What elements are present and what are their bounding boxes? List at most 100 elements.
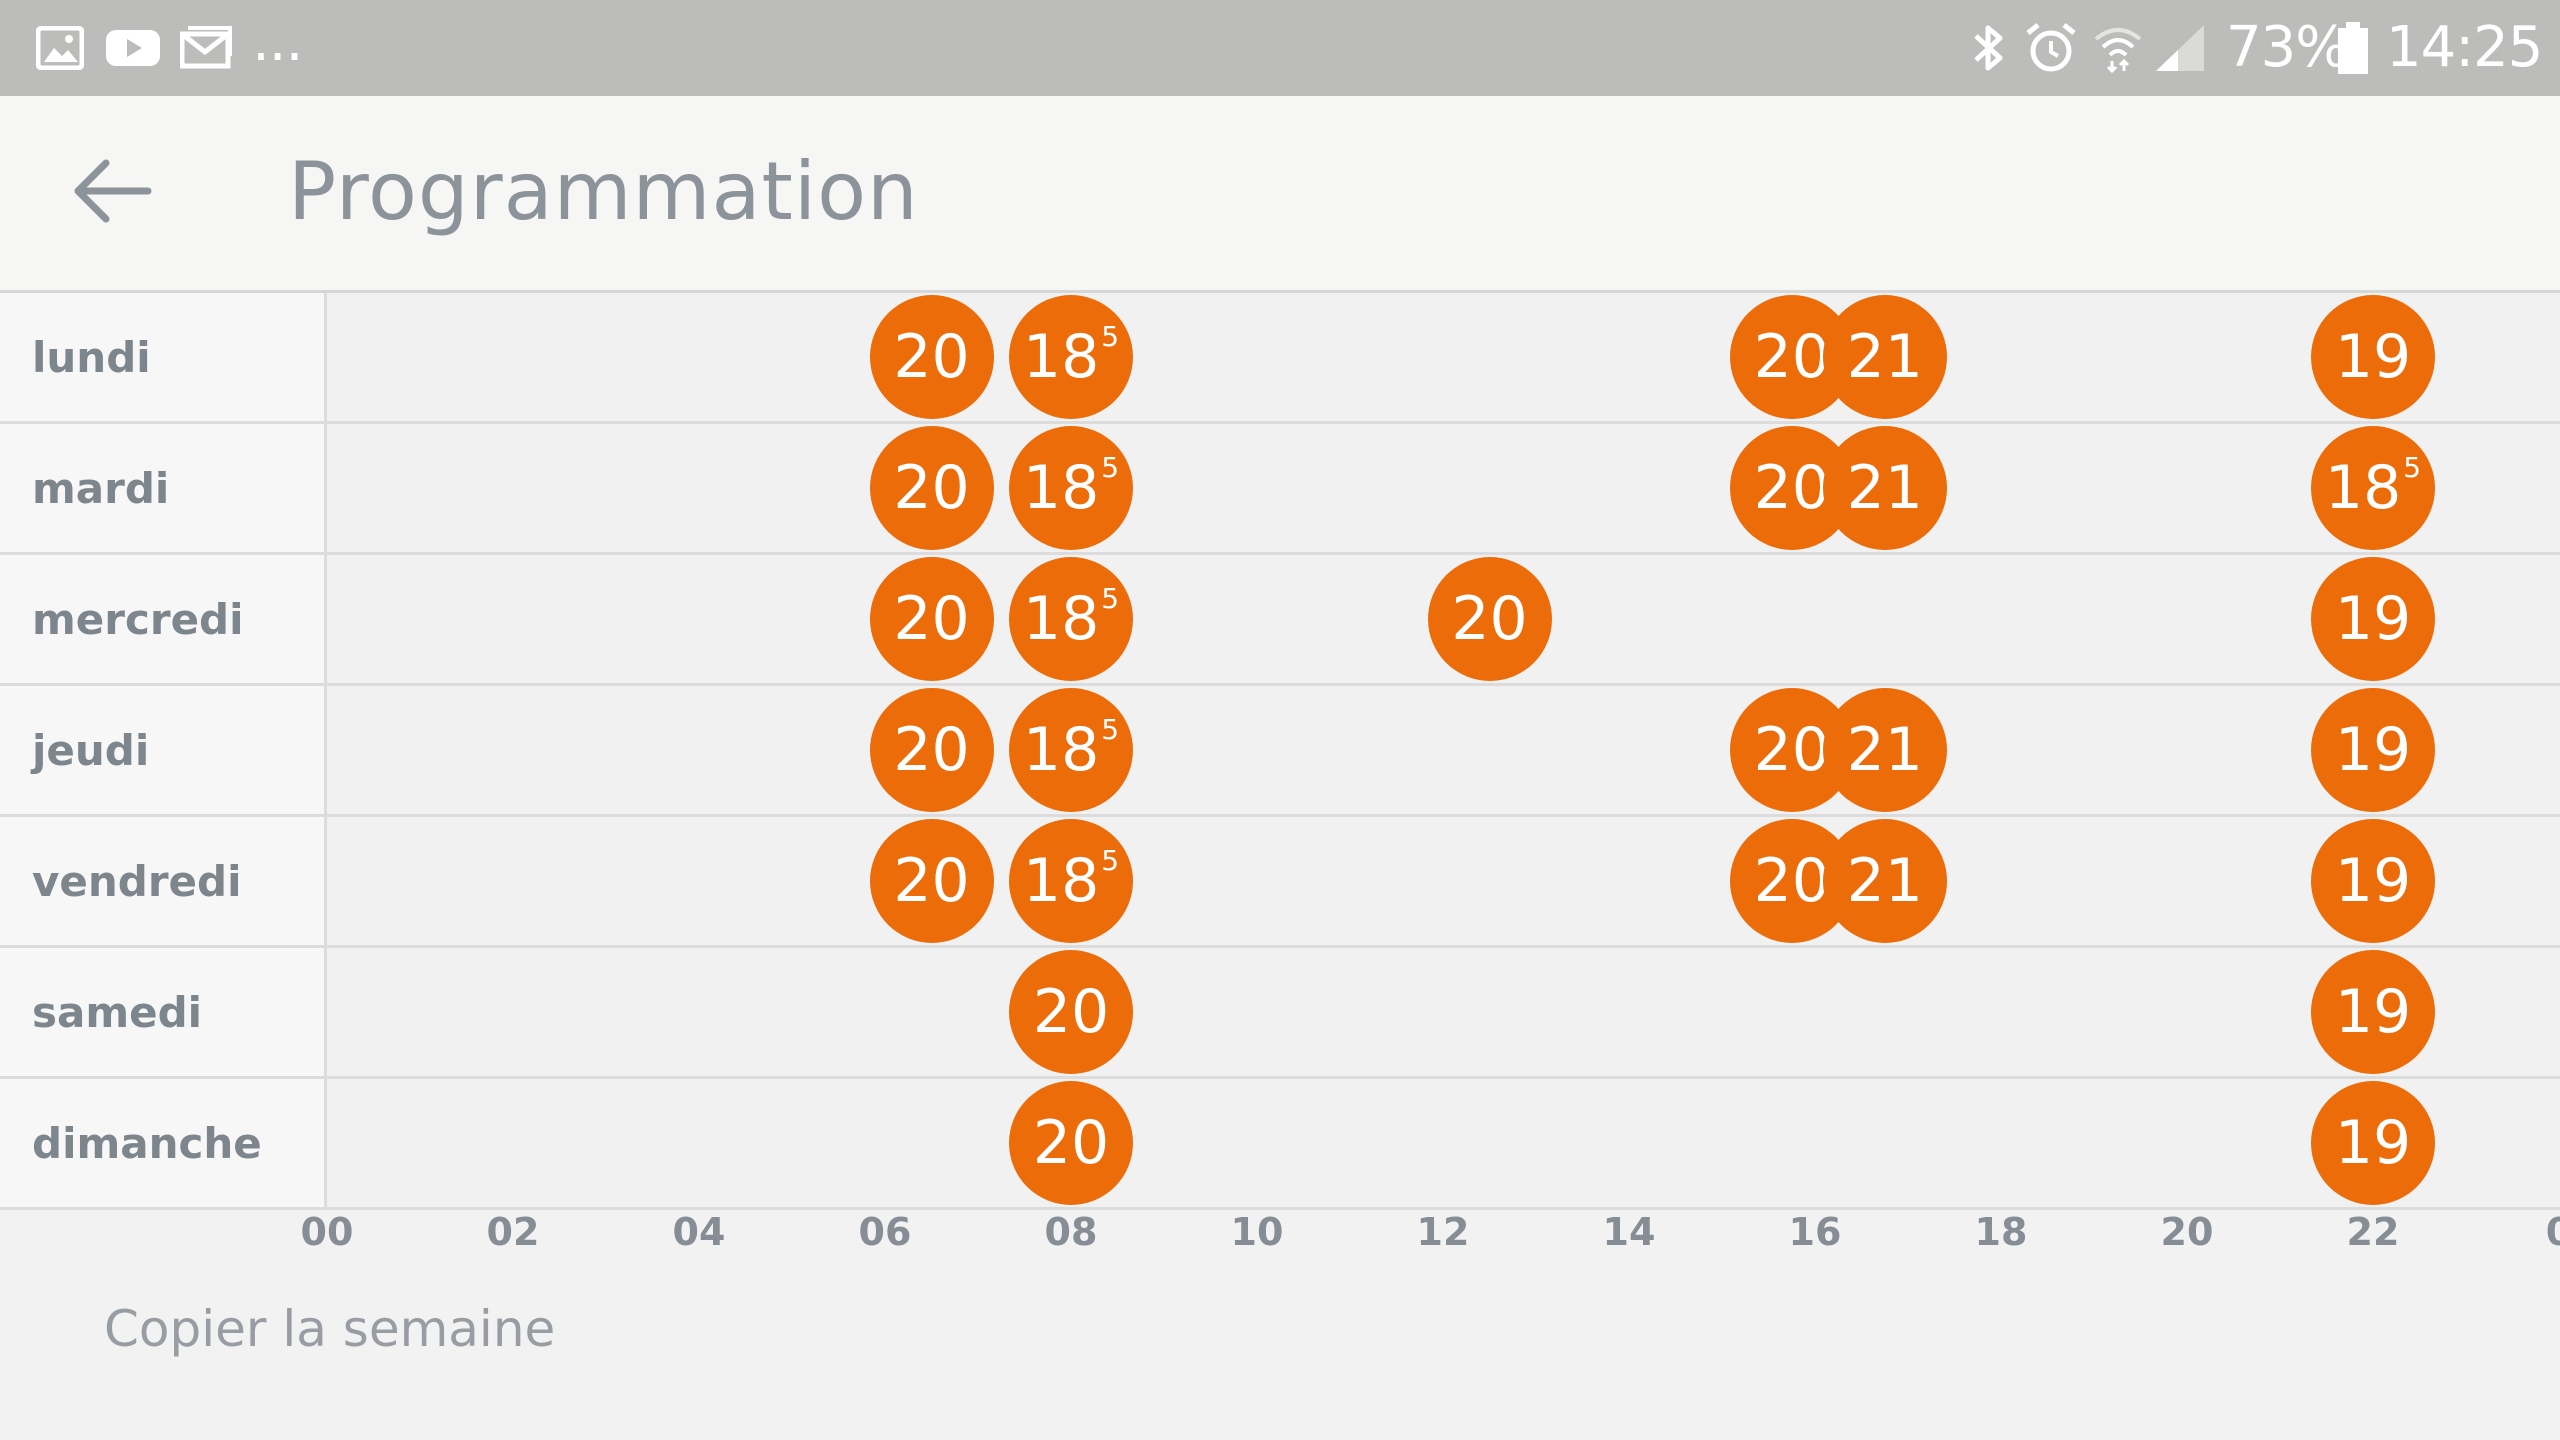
temperature-bubble[interactable]: 18 5 (1009, 426, 1133, 550)
day-timeline[interactable]: 20 18 5 20 21 19 (327, 817, 2560, 945)
copy-week-button[interactable]: Copier la semaine (104, 1300, 556, 1358)
day-row[interactable]: samedi 20 19 (0, 948, 2560, 1079)
hour-tick-label: 12 (1416, 1210, 1470, 1254)
temperature-value: 20 (893, 715, 970, 785)
temperature-value: 20 (1753, 453, 1830, 523)
temperature-decimal: 5 (1101, 713, 1120, 746)
day-label-text: vendredi (32, 856, 242, 906)
temperature-bubble[interactable]: 21 (1822, 688, 1947, 812)
temperature-value: 20 (893, 453, 970, 523)
temperature-value: 18 (1022, 322, 1100, 392)
day-timeline[interactable]: 20 19 (327, 1079, 2560, 1207)
temperature-value: 20 (1451, 584, 1528, 654)
day-label-text: jeudi (32, 725, 150, 775)
temperature-value: 20 (893, 584, 970, 654)
hour-tick-label: 22 (2346, 1210, 2400, 1254)
notifications-more: ... (252, 9, 303, 74)
temperature-value: 20 (1753, 715, 1830, 785)
day-label-text: mercredi (32, 594, 244, 644)
temperature-bubble[interactable]: 18 5 (1009, 819, 1133, 943)
temperature-value: 18 (1022, 715, 1100, 785)
hour-axis: 00 02 04 06 08 10 12 14 16 18 20 22 0 (0, 1206, 2560, 1266)
app-bar: Programmation (0, 96, 2560, 293)
temperature-value: 18 (1022, 584, 1100, 654)
hour-tick-label: 02 (486, 1210, 540, 1254)
day-row[interactable]: lundi 20 18 5 20 21 19 (0, 293, 2560, 424)
temperature-bubble[interactable]: 19 (2311, 557, 2435, 681)
temperature-decimal: 5 (2403, 451, 2422, 484)
mail-icon (180, 0, 232, 96)
day-row[interactable]: mardi 20 18 5 20 21 18 5 (0, 424, 2560, 555)
day-label-text: dimanche (32, 1118, 262, 1168)
temperature-value: 19 (2334, 322, 2412, 392)
temperature-decimal: 5 (1101, 451, 1120, 484)
temperature-bubble[interactable]: 18 5 (2311, 426, 2435, 550)
temperature-value: 20 (893, 322, 970, 392)
temperature-bubble[interactable]: 20 (869, 426, 994, 550)
temperature-bubble[interactable]: 20 (869, 295, 994, 419)
hour-tick-label: 08 (1044, 1210, 1098, 1254)
battery-icon (2336, 0, 2370, 96)
temperature-bubble[interactable]: 18 5 (1009, 688, 1133, 812)
temperature-bubble[interactable]: 21 (1822, 426, 1947, 550)
day-timeline[interactable]: 20 18 5 20 21 18 5 (327, 424, 2560, 552)
temperature-value: 18 (1022, 453, 1100, 523)
hour-tick-label: 06 (858, 1210, 912, 1254)
temperature-bubble[interactable]: 19 (2311, 819, 2435, 943)
temperature-value: 20 (1032, 977, 1110, 1047)
temperature-bubble[interactable]: 19 (2311, 1081, 2435, 1205)
temperature-value: 20 (893, 846, 970, 916)
hour-tick-label: 10 (1230, 1210, 1284, 1254)
bluetooth-icon (1972, 0, 2006, 96)
temperature-bubble[interactable]: 20 (869, 557, 994, 681)
back-button[interactable] (66, 151, 162, 231)
temperature-bubble[interactable]: 20 (1427, 557, 1552, 681)
temperature-bubble[interactable]: 19 (2311, 688, 2435, 812)
day-timeline[interactable]: 20 18 5 20 21 19 (327, 686, 2560, 814)
temperature-bubble[interactable]: 20 (869, 819, 994, 943)
hour-tick-label: 16 (1788, 1210, 1842, 1254)
temperature-bubble[interactable]: 21 (1822, 819, 1947, 943)
day-row[interactable]: dimanche 20 19 (0, 1079, 2560, 1210)
temperature-bubble[interactable]: 18 5 (1009, 557, 1133, 681)
temperature-bubble[interactable]: 21 (1822, 295, 1947, 419)
hour-tick-label: 04 (672, 1210, 726, 1254)
day-row[interactable]: vendredi 20 18 5 20 21 19 (0, 817, 2560, 948)
day-row[interactable]: jeudi 20 18 5 20 21 19 (0, 686, 2560, 817)
day-label-text: samedi (32, 987, 203, 1037)
day-row[interactable]: mercredi 20 18 5 20 19 (0, 555, 2560, 686)
temperature-value: 21 (1846, 453, 1923, 523)
day-label: dimanche (0, 1079, 327, 1207)
status-bar: ... 73% 14:25 (0, 0, 2560, 96)
day-label: jeudi (0, 686, 327, 814)
temperature-bubble[interactable]: 19 (2311, 295, 2435, 419)
temperature-value: 21 (1846, 715, 1923, 785)
youtube-icon (106, 0, 160, 96)
temperature-decimal: 5 (1101, 320, 1120, 353)
temperature-value: 20 (1753, 322, 1830, 392)
day-timeline[interactable]: 20 18 5 20 19 (327, 555, 2560, 683)
gallery-icon (36, 0, 84, 96)
day-timeline[interactable]: 20 18 5 20 21 19 (327, 293, 2560, 421)
temperature-bubble[interactable]: 20 (1009, 1081, 1133, 1205)
temperature-value: 19 (2334, 1108, 2412, 1178)
day-timeline[interactable]: 20 19 (327, 948, 2560, 1076)
temperature-bubble[interactable]: 20 (1009, 950, 1133, 1074)
temperature-value: 20 (1753, 846, 1830, 916)
day-label: samedi (0, 948, 327, 1076)
page-title: Programmation (288, 145, 919, 238)
temperature-value: 19 (2334, 977, 2412, 1047)
temperature-value: 21 (1846, 846, 1923, 916)
temperature-value: 20 (1032, 1108, 1110, 1178)
hour-tick-label: 00 (300, 1210, 354, 1254)
hour-tick-label: 18 (1974, 1210, 2028, 1254)
temperature-bubble[interactable]: 19 (2311, 950, 2435, 1074)
temperature-bubble[interactable]: 18 5 (1009, 295, 1133, 419)
day-label: lundi (0, 293, 327, 421)
temperature-decimal: 5 (1101, 582, 1120, 615)
signal-icon (2154, 0, 2206, 96)
day-label-text: lundi (32, 332, 151, 382)
day-label: mardi (0, 424, 327, 552)
temperature-bubble[interactable]: 20 (869, 688, 994, 812)
temperature-value: 19 (2334, 846, 2412, 916)
